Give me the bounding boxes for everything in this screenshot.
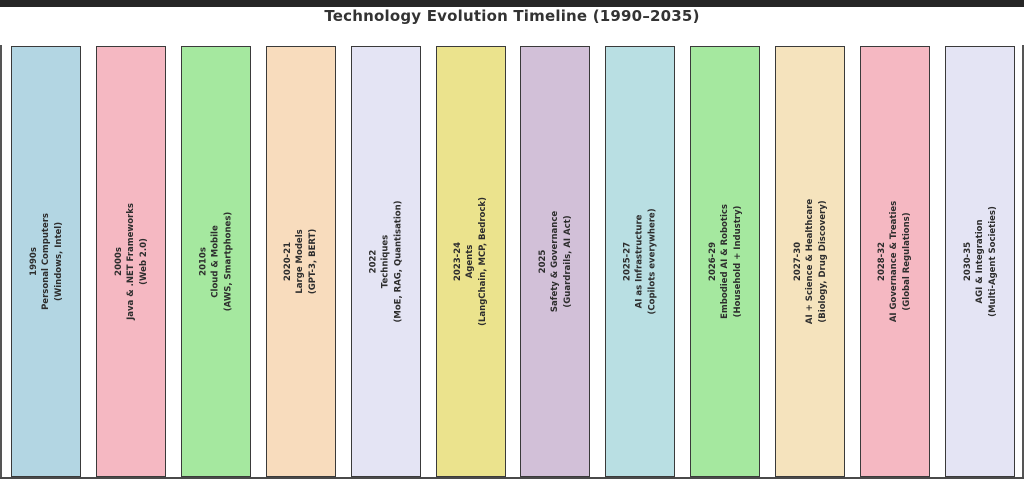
bar-label-group: 2025 Safety & Governance (Guardrails, AI… <box>537 211 574 312</box>
top-border <box>0 0 1024 7</box>
bar-2020-21: 2020-21 Large Models (GPT-3, BERT) <box>265 46 336 477</box>
bar-year: 2010s <box>198 247 209 276</box>
bar-label-group: 2026-29 Embodied AI & Robotics (Househol… <box>707 204 744 319</box>
bar-1990s: 1990s Personal Computers (Windows, Intel… <box>11 46 81 477</box>
bar-detail: (Biology, Drug Discovery) <box>817 200 828 323</box>
bar-label: Cloud & Mobile <box>210 225 221 298</box>
bar-2025-27: 2025-27 AI as Infrastructure (Copilots e… <box>605 46 676 477</box>
bar-detail: (Copilots everywhere) <box>647 208 658 315</box>
bar-detail: (Global Regulations) <box>902 212 913 311</box>
chart-title: Technology Evolution Timeline (1990–2035… <box>324 7 700 25</box>
bar-2026-29: 2026-29 Embodied AI & Robotics (Househol… <box>690 46 761 477</box>
bar-detail: (Web 2.0) <box>138 238 149 285</box>
bar-label-group: 2028-32 AI Governance & Treaties (Global… <box>877 201 914 322</box>
bar-label: AI Governance & Treaties <box>889 200 900 323</box>
bar-label: Large Models <box>295 229 306 294</box>
bar-label-group: 2010s Cloud & Mobile (AWS, Smartphones) <box>197 212 234 311</box>
bar-label: Techniques <box>380 234 391 289</box>
bar-detail: (Guardrails, AI Act) <box>562 215 573 308</box>
bar-detail: (Household + Industry) <box>732 205 743 318</box>
bar-label: AGI & Integration <box>974 219 985 304</box>
bar-detail: (MoE, RAG, Quantisation) <box>392 200 403 323</box>
bar-label: Personal Computers <box>40 213 51 310</box>
bar-year: 2028-32 <box>877 241 888 282</box>
bar-detail: (Multi-Agent Societies) <box>987 206 998 317</box>
bar-label: Agents <box>465 244 476 279</box>
right-spine <box>1022 45 1024 479</box>
bar-year: 2022 <box>368 249 379 274</box>
bar-detail: (LangChain, MCP, Bedrock) <box>477 197 488 326</box>
bar-year: 2000s <box>113 247 124 276</box>
plot-area: 1990s Personal Computers (Windows, Intel… <box>11 46 1015 477</box>
bar-label-group: 2030-35 AGI & Integration (Multi-Agent S… <box>962 206 999 317</box>
bar-2000s: 2000s Java & .NET Frameworks (Web 2.0) <box>95 46 166 477</box>
bar-year: 1990s <box>28 247 39 276</box>
bar-label: Safety & Governance <box>550 210 561 313</box>
bar-2025: 2025 Safety & Governance (Guardrails, AI… <box>520 46 591 477</box>
bar-label-group: 2023-24 Agents (LangChain, MCP, Bedrock) <box>452 197 489 326</box>
bar-label-group: 2025-27 AI as Infrastructure (Copilots e… <box>622 208 659 314</box>
bar-year: 2020-21 <box>283 242 294 282</box>
bar-detail: (Windows, Intel) <box>53 221 64 302</box>
bar-label: AI + Science & Healthcare <box>805 198 815 325</box>
left-spine <box>0 45 2 479</box>
bar-year: 2027-30 <box>792 242 803 282</box>
bar-detail: (GPT-3, BERT) <box>307 228 318 295</box>
bar-year: 2023-24 <box>453 242 464 282</box>
bar-2028-32: 2028-32 AI Governance & Treaties (Global… <box>860 46 931 477</box>
bar-label-group: 2022 Techniques (MoE, RAG, Quantisation) <box>367 200 404 322</box>
bar-label-group: 2027-30 AI + Science & Healthcare (Biolo… <box>792 199 829 324</box>
bar-year: 2026-29 <box>707 241 718 282</box>
bar-year: 2025-27 <box>622 241 633 282</box>
bar-2027-30: 2027-30 AI + Science & Healthcare (Biolo… <box>775 46 846 477</box>
bar-label: AI as Infrastructure <box>635 214 646 309</box>
bar-year: 2025 <box>537 249 548 274</box>
bar-label-group: 1990s Personal Computers (Windows, Intel… <box>28 213 65 310</box>
bar-2030-35: 2030-35 AGI & Integration (Multi-Agent S… <box>944 46 1015 477</box>
bar-year: 2030-35 <box>962 242 973 282</box>
x-axis-line <box>0 477 1024 479</box>
bar-2023-24: 2023-24 Agents (LangChain, MCP, Bedrock) <box>435 46 506 477</box>
bar-label-group: 2000s Java & .NET Frameworks (Web 2.0) <box>112 203 149 320</box>
bar-label: Embodied AI & Robotics <box>720 204 731 319</box>
bar-label: Java & .NET Frameworks <box>125 203 136 320</box>
bar-2010s: 2010s Cloud & Mobile (AWS, Smartphones) <box>180 46 251 477</box>
bar-label-group: 2020-21 Large Models (GPT-3, BERT) <box>282 229 319 294</box>
bar-detail: (AWS, Smartphones) <box>222 211 233 312</box>
bar-2022: 2022 Techniques (MoE, RAG, Quantisation) <box>350 46 421 477</box>
